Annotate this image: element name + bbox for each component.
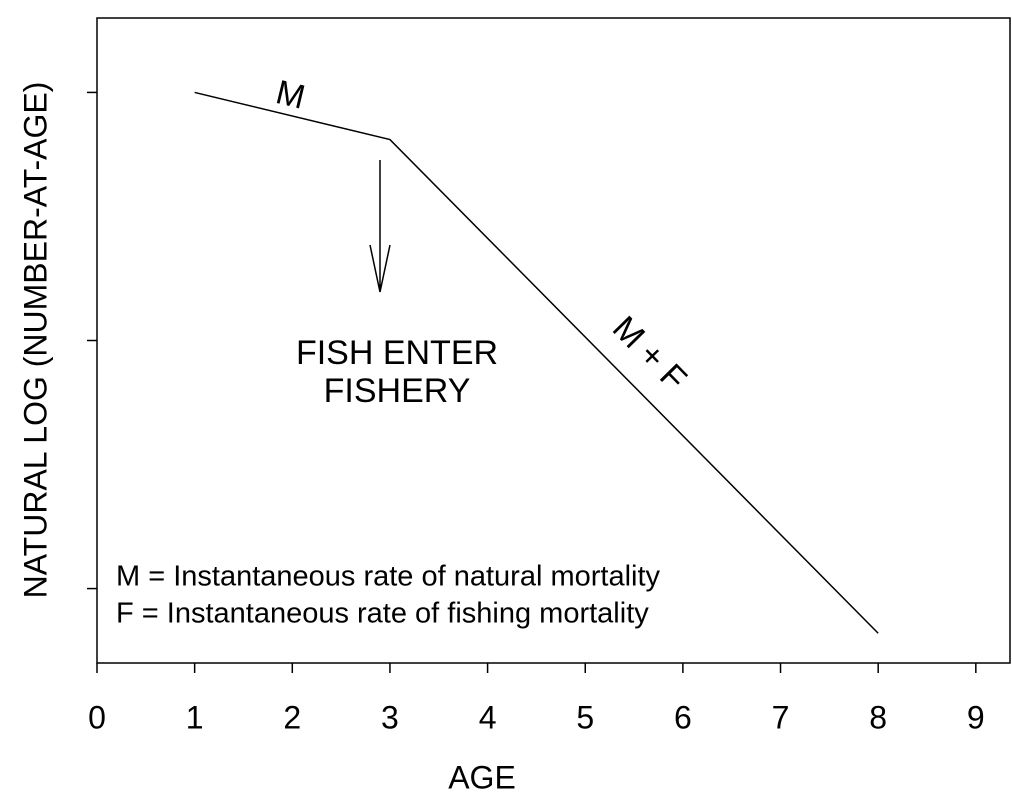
x-tick-label: 0 [88,699,106,735]
annotation: FISHERY [324,372,471,410]
x-tick-label: 6 [674,699,692,735]
annotation: FISH ENTER [296,334,498,372]
x-tick-label: 8 [869,699,887,735]
x-axis-label: AGE [448,759,516,795]
x-tick-label: 3 [381,699,399,735]
x-tick-label: 2 [283,699,301,735]
arrow [369,160,391,293]
x-tick-label: 5 [576,699,594,735]
annotation: M [272,73,308,117]
plot-frame [96,17,1011,664]
line [194,91,879,634]
annotation: M = Instantaneous rate of natural mortal… [116,561,661,593]
x-tick-label: 7 [772,699,790,735]
annotation: M + F [605,309,694,398]
x-tick-label: 9 [967,699,985,735]
y-axis-label: NATURAL LOG (NUMBER-AT-AGE) [17,82,53,599]
x-tick-label: 4 [479,699,497,735]
x-tick-label: 1 [186,699,204,735]
annotation: F = Instantaneous rate of fishing mortal… [116,598,649,630]
